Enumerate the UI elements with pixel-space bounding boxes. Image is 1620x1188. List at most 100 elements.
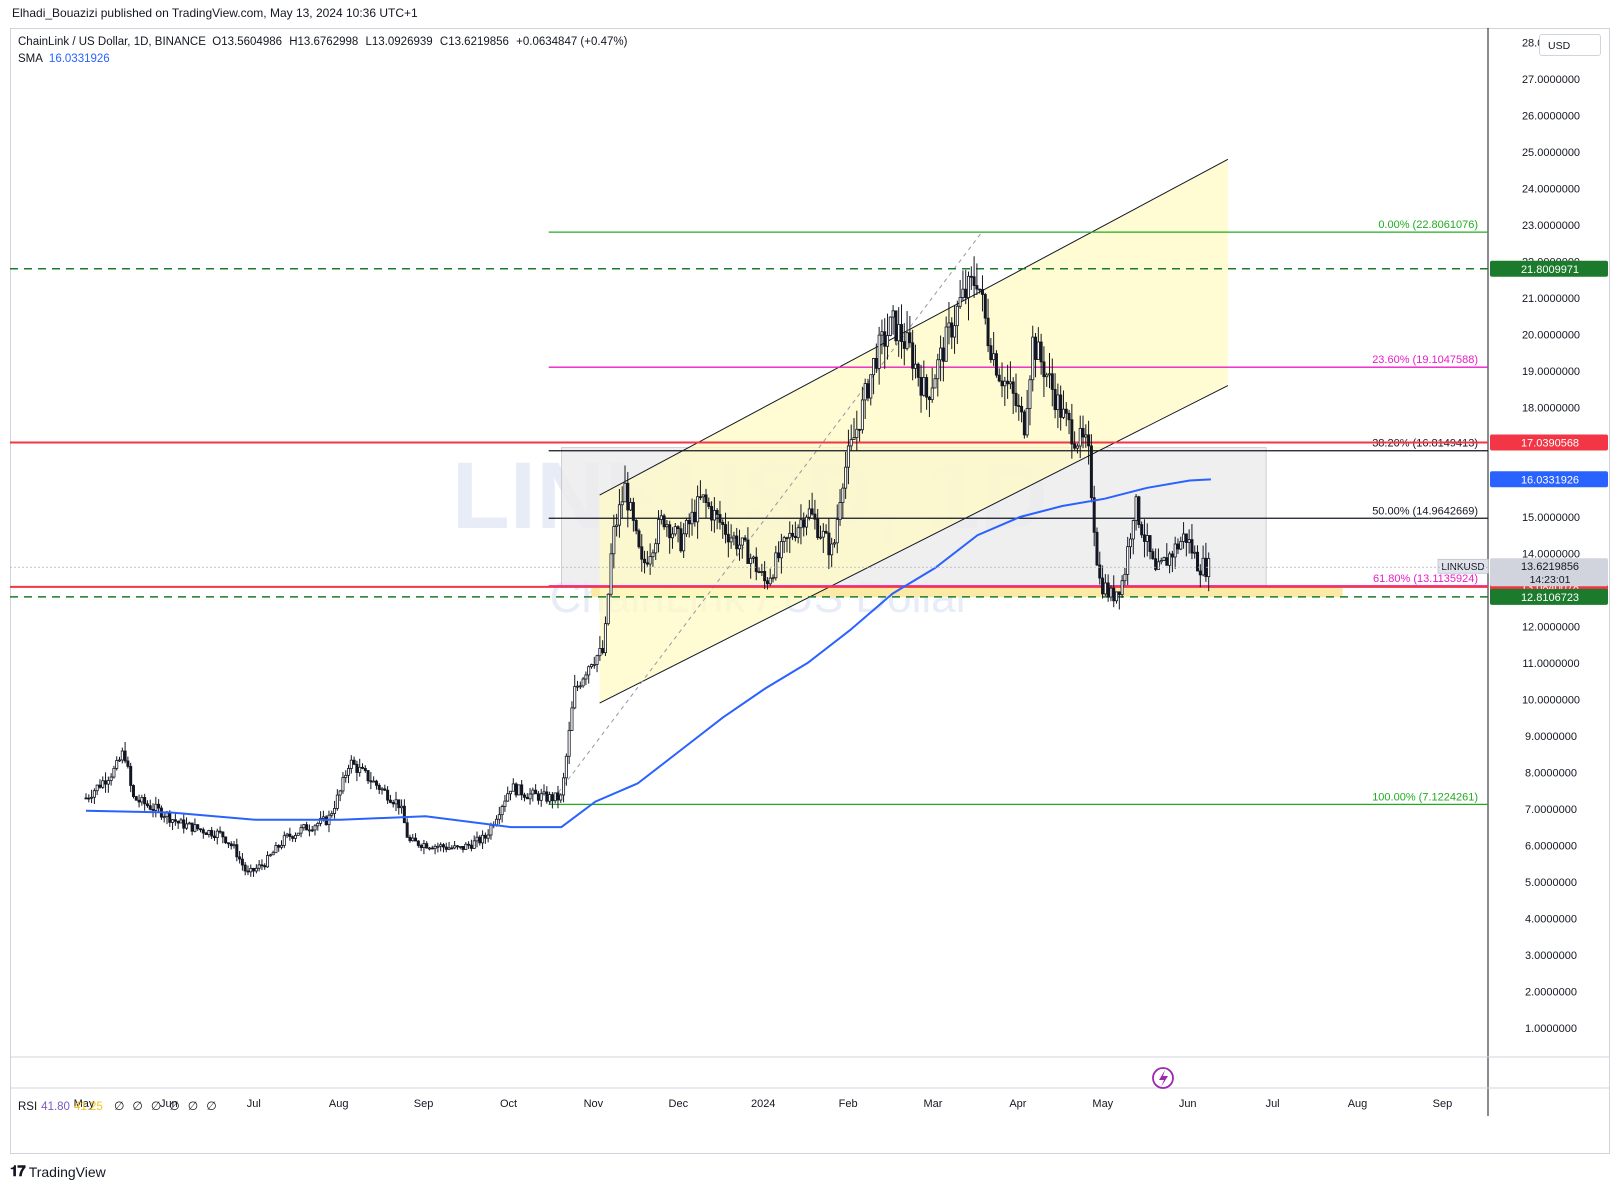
x-axis-tick-label: Dec — [669, 1098, 689, 1110]
candle — [894, 310, 898, 345]
candle-body — [1039, 341, 1043, 363]
brand-name: TradingView — [28, 1163, 106, 1180]
candle — [204, 831, 208, 835]
candle-body — [120, 750, 124, 761]
last-price-tag-bg[interactable] — [1490, 558, 1608, 587]
candle-body — [210, 830, 214, 837]
sma-price-tag-bg[interactable] — [1490, 471, 1608, 488]
candle — [958, 279, 962, 309]
candle-body — [372, 780, 376, 783]
candle — [891, 305, 895, 335]
level-tag-green-lower: 12.8106723 — [1521, 592, 1579, 604]
level-tag-red-upper-bg[interactable] — [1490, 434, 1608, 451]
candle — [1059, 385, 1063, 431]
candle — [235, 838, 239, 862]
channel-lower-line[interactable] — [599, 385, 1229, 704]
candle-body — [883, 331, 887, 347]
candle — [1084, 424, 1088, 448]
publish-info: Elhadi_Bouazizi published on TradingView… — [12, 6, 418, 20]
candle-body — [735, 535, 739, 550]
candle-body — [751, 556, 755, 559]
candle — [1028, 375, 1032, 426]
candle — [1115, 591, 1119, 604]
candle-body — [623, 482, 627, 503]
candle — [288, 827, 292, 841]
candle — [455, 845, 459, 850]
candle-body — [134, 796, 138, 801]
candle-body — [126, 760, 130, 767]
candle — [374, 779, 378, 790]
candle — [947, 302, 951, 345]
candle-body — [930, 387, 934, 401]
candle — [740, 537, 744, 559]
currency-selector[interactable]: USD — [1539, 34, 1601, 56]
candle — [911, 329, 915, 381]
candle-body — [967, 275, 971, 298]
candle-body — [1151, 551, 1155, 560]
candle-body — [640, 546, 644, 560]
candle-body — [989, 345, 993, 361]
channel-upper-line[interactable] — [599, 158, 1229, 496]
candle — [953, 304, 957, 354]
candle — [355, 760, 359, 782]
candle — [955, 300, 959, 345]
candle-body — [1098, 564, 1102, 579]
candle — [975, 263, 979, 296]
candle-body — [215, 830, 219, 839]
level-tag-red-upper: 17.0390568 — [1521, 438, 1579, 450]
candle-body — [165, 812, 169, 818]
candle-body — [212, 835, 216, 839]
candle — [302, 823, 306, 831]
level-tag-green-lower-bg[interactable] — [1490, 588, 1608, 605]
chart-frame — [10, 28, 1610, 1154]
candle-body — [609, 553, 613, 595]
candle — [553, 792, 557, 804]
candle — [162, 813, 166, 823]
candle-body — [179, 819, 183, 824]
candle-body — [131, 785, 135, 798]
candle — [972, 256, 976, 298]
candle — [858, 428, 862, 442]
rsi-label[interactable]: RSI — [18, 1101, 38, 1113]
candle — [293, 832, 297, 843]
candle-body — [673, 526, 677, 535]
candle — [1101, 565, 1105, 599]
candle — [796, 524, 800, 544]
sma-line[interactable] — [85, 478, 1211, 829]
candle-body — [422, 843, 426, 849]
level-tag-green-upper-bg[interactable] — [1490, 260, 1608, 277]
candle — [874, 343, 878, 374]
candle-body — [992, 353, 996, 361]
candle-body — [293, 834, 297, 839]
candle-body — [793, 535, 797, 539]
candle-body — [1042, 361, 1046, 378]
candle-body — [109, 776, 113, 781]
candle — [475, 831, 479, 848]
support-zone[interactable] — [591, 586, 1343, 598]
candle-body — [919, 376, 923, 396]
candle — [751, 555, 755, 564]
candle — [969, 266, 973, 290]
candle — [246, 865, 250, 876]
candle-body — [785, 537, 789, 540]
candle — [517, 784, 521, 796]
sma-label[interactable]: SMA — [18, 53, 43, 65]
candle — [598, 636, 602, 661]
footer-branding: 𝟏𝟕 TradingView — [10, 1163, 106, 1180]
candle-body — [1053, 389, 1057, 411]
candle — [919, 364, 923, 413]
candle-body — [252, 867, 256, 872]
y-axis-tick-label: 10.0000000 — [1522, 694, 1580, 706]
low-value: 13.0926939 — [371, 36, 433, 48]
candle-body — [922, 377, 926, 396]
candle — [87, 794, 91, 803]
symbol-description[interactable]: ChainLink / US Dollar, 1D, BINANCE — [18, 36, 206, 48]
candle — [226, 842, 230, 849]
candle-body — [1003, 380, 1007, 387]
lightning-icon[interactable] — [1152, 1067, 1174, 1089]
candle-body — [1000, 380, 1004, 387]
candle-body — [986, 317, 990, 347]
rsi-legend: RSI 41.80 41.25 ∅ ∅ ∅ ∅ ∅ ∅ — [18, 1099, 217, 1113]
candle — [690, 498, 694, 536]
